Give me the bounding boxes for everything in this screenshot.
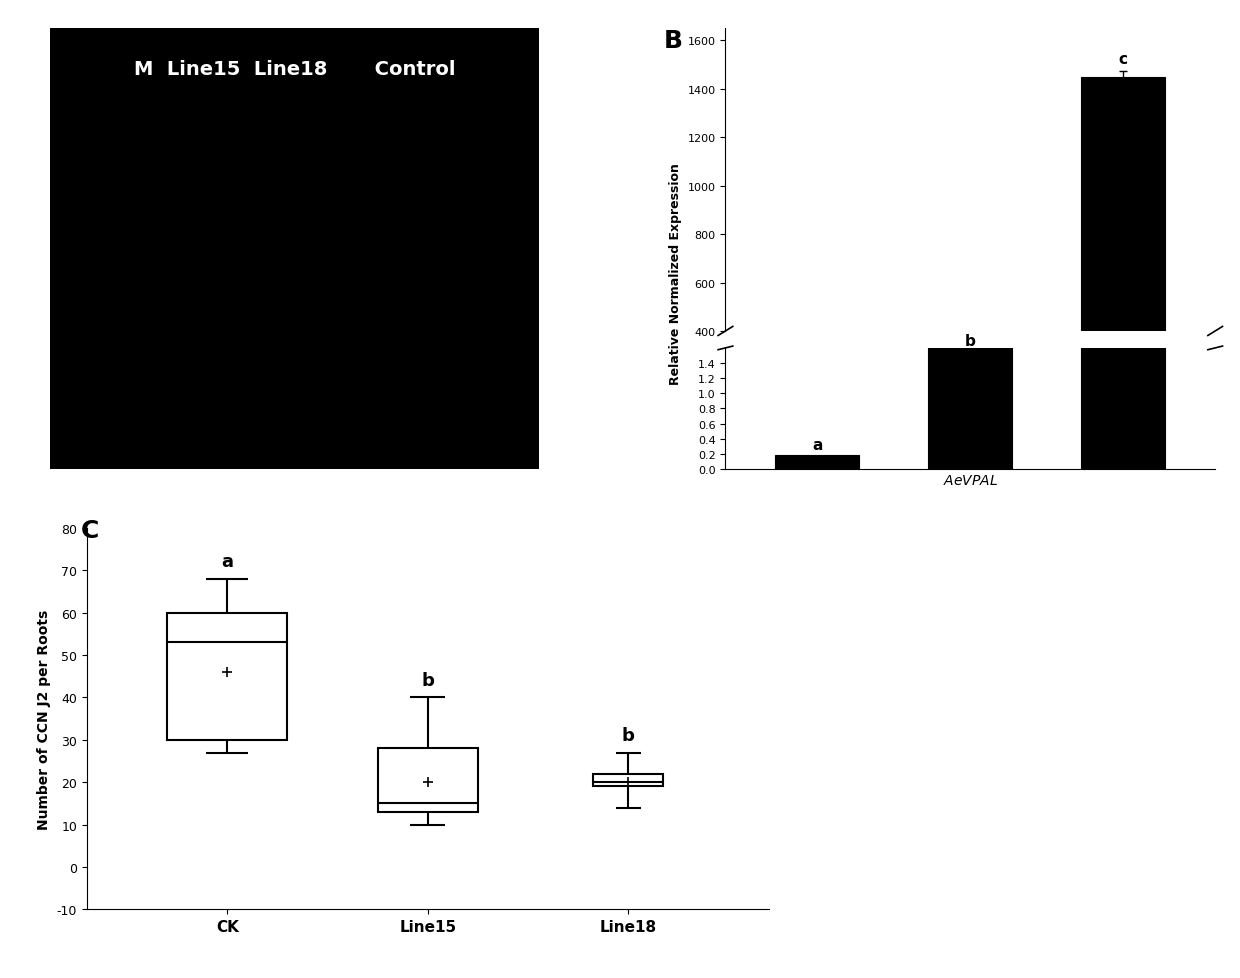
- Bar: [929, 0, 1012, 469]
- Text: Relative Normalized Expression: Relative Normalized Expression: [670, 163, 682, 384]
- Bar: [167, 613, 288, 740]
- Text: a: a: [812, 438, 822, 453]
- Text: C: C: [81, 518, 99, 543]
- Bar: [929, 356, 1012, 428]
- Text: c: c: [1118, 52, 1128, 67]
- Bar: [378, 748, 477, 812]
- Text: B: B: [663, 29, 682, 54]
- Bar: [593, 774, 663, 786]
- Text: b: b: [965, 333, 976, 348]
- Text: b: b: [622, 727, 635, 744]
- Y-axis label: Number of CCN J2 per Roots: Number of CCN J2 per Roots: [37, 609, 51, 828]
- Text: b: b: [422, 671, 434, 689]
- Bar: [775, 456, 859, 469]
- Bar: [1081, 0, 1166, 469]
- X-axis label: $\it{AeVPAL}$: $\it{AeVPAL}$: [942, 473, 998, 488]
- Text: M  Line15  Line18       Control: M Line15 Line18 Control: [134, 60, 455, 78]
- Bar: [1081, 77, 1166, 428]
- Text: A: A: [50, 29, 69, 54]
- Text: a: a: [221, 553, 233, 570]
